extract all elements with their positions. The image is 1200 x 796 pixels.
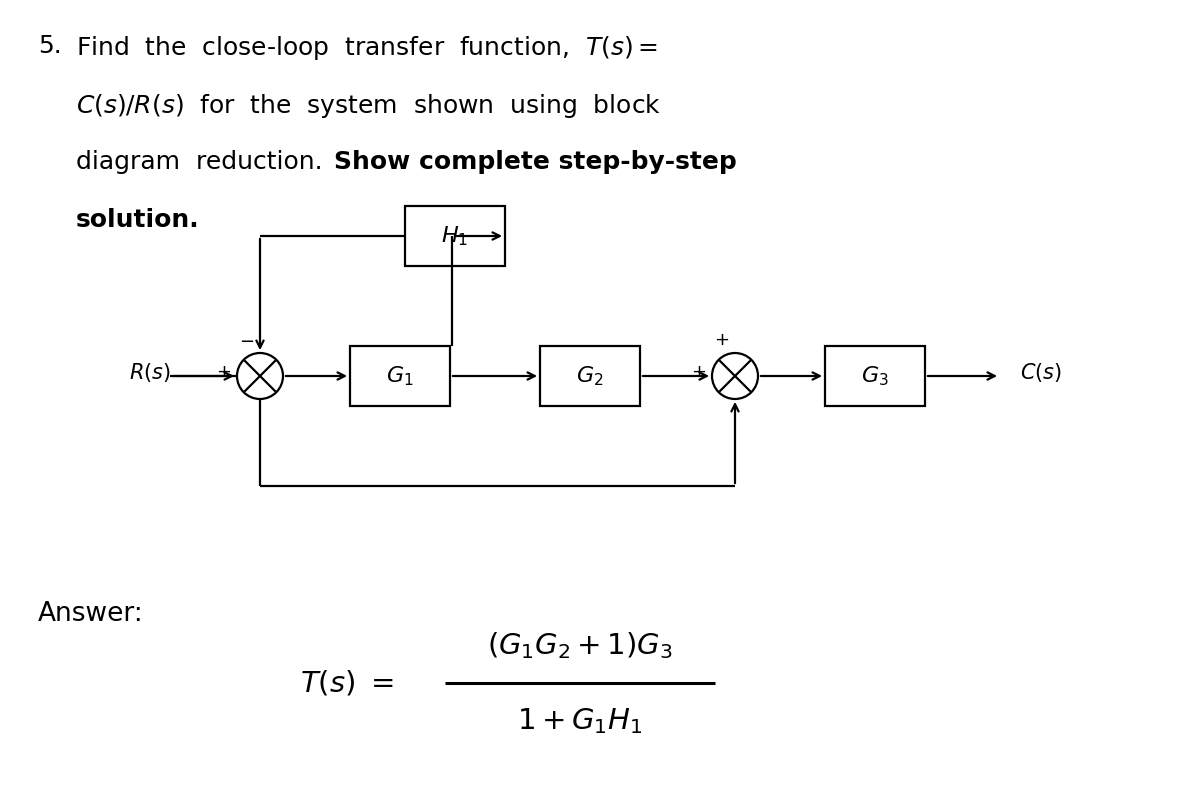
- Text: +: +: [691, 363, 706, 381]
- Circle shape: [712, 353, 758, 399]
- Circle shape: [238, 353, 283, 399]
- Text: $H_1$: $H_1$: [442, 224, 468, 248]
- Text: solution.: solution.: [76, 208, 199, 232]
- Bar: [350, 346, 450, 406]
- Text: $(G_1 G_2 + 1)G_3$: $(G_1 G_2 + 1)G_3$: [487, 630, 673, 661]
- Text: $G_2$: $G_2$: [576, 365, 604, 388]
- Text: Answer:: Answer:: [38, 601, 144, 627]
- Text: Find  the  close-loop  transfer  function,  $T(s) =$: Find the close-loop transfer function, $…: [76, 34, 658, 62]
- Text: 5.: 5.: [38, 34, 61, 58]
- Text: $-$: $-$: [239, 331, 254, 349]
- Text: $C(s)/R(s)$  for  the  system  shown  using  block: $C(s)/R(s)$ for the system shown using b…: [76, 92, 661, 120]
- Text: $R(s)$: $R(s)$: [130, 361, 170, 384]
- Bar: [406, 206, 505, 266]
- Bar: [540, 346, 640, 406]
- Text: diagram  reduction.: diagram reduction.: [76, 150, 331, 174]
- Text: $T(s)\ =$: $T(s)\ =$: [300, 669, 394, 697]
- Text: $1 + G_1 H_1$: $1 + G_1 H_1$: [517, 706, 643, 736]
- Text: +: +: [216, 363, 230, 381]
- Text: $G_3$: $G_3$: [862, 365, 889, 388]
- Text: $G_1$: $G_1$: [386, 365, 414, 388]
- Bar: [826, 346, 925, 406]
- Text: +: +: [714, 331, 730, 349]
- Text: $C(s)$: $C(s)$: [1020, 361, 1062, 384]
- Text: Show complete step-by-step: Show complete step-by-step: [334, 150, 737, 174]
